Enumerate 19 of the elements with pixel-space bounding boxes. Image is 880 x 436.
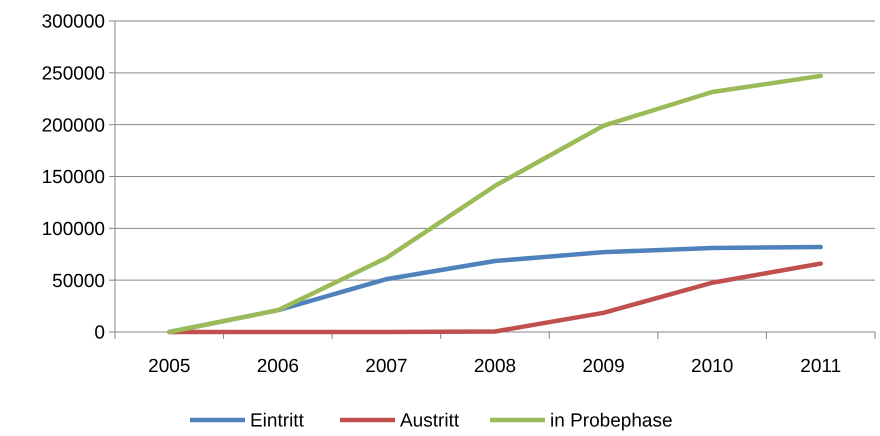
y-tick-label: 300000 — [42, 12, 105, 33]
line-series — [167, 261, 823, 334]
x-tick-label: 2010 — [691, 356, 734, 377]
x-tick-label: 2008 — [474, 356, 516, 377]
x-tick-label: 2005 — [148, 356, 190, 377]
y-tick-label: 0 — [94, 322, 105, 344]
y-tick-label: 200000 — [42, 115, 105, 136]
x-tick-label: 2006 — [256, 356, 299, 377]
y-tick-label: 50000 — [52, 270, 105, 292]
legend-label: Eintritt — [250, 410, 305, 432]
x-tick-label: 2007 — [365, 356, 408, 377]
y-tick-label: 150000 — [42, 167, 105, 188]
x-tick-label: 2009 — [582, 356, 625, 377]
y-tick-label: 100000 — [42, 218, 105, 240]
legend-label: Austritt — [400, 410, 460, 432]
legend-label: in Probephase — [550, 410, 673, 432]
line-series — [167, 74, 823, 334]
x-tick-label: 2011 — [800, 356, 842, 377]
y-tick-label: 250000 — [42, 63, 105, 84]
